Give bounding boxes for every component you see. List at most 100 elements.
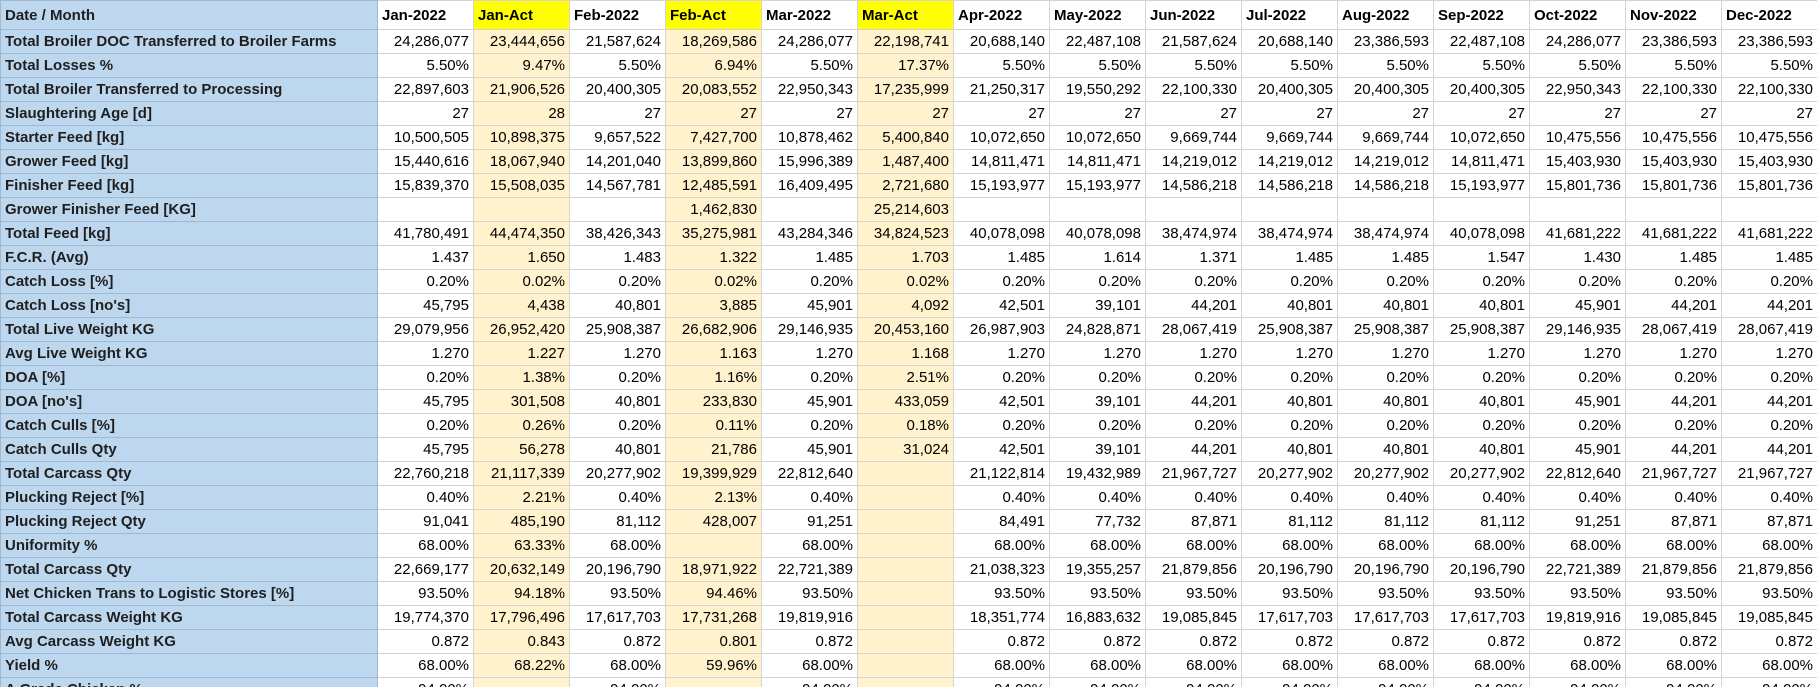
- cell: 21,879,856: [1625, 557, 1722, 582]
- cell: 9,669,744: [1145, 125, 1242, 150]
- cell: 0.20%: [1049, 269, 1146, 294]
- cell: 84,491: [953, 509, 1050, 534]
- cell: 26,952,420: [473, 317, 570, 342]
- cell: 38,474,974: [1145, 221, 1242, 246]
- cell: 15,193,977: [1433, 173, 1530, 198]
- data-row: Total Broiler Transferred to Processing 2…: [0, 77, 1817, 102]
- cell: 5.50%: [761, 53, 858, 78]
- cell: 40,801: [569, 389, 666, 414]
- cell: 40,078,098: [1049, 221, 1146, 246]
- cell: 1,487,400: [857, 149, 954, 174]
- cell: 1.270: [1721, 341, 1817, 366]
- cell: 40,078,098: [1433, 221, 1530, 246]
- cell: 27: [377, 101, 474, 126]
- row-label: Catch Loss [no's]: [0, 293, 378, 318]
- data-row: Total Carcass Weight KG 19,774,370 17,796,…: [0, 605, 1817, 630]
- row-label: DOA [no's]: [0, 389, 378, 414]
- cell: 15,996,389: [761, 149, 858, 174]
- cell: 0.20%: [377, 269, 474, 294]
- cell: 5.50%: [377, 53, 474, 78]
- cell: [665, 533, 762, 558]
- cell: 68.00%: [1529, 653, 1626, 678]
- cell: 0.40%: [1145, 485, 1242, 510]
- cell: 1,462,830: [665, 197, 762, 222]
- cell: 27: [761, 101, 858, 126]
- cell: 93.50%: [1625, 581, 1722, 606]
- cell: 15,193,977: [1049, 173, 1146, 198]
- cell: 40,801: [1433, 389, 1530, 414]
- cell: [473, 677, 570, 687]
- cell: 93.50%: [1145, 581, 1242, 606]
- column-header: Jun-2022: [1145, 0, 1242, 30]
- cell: 0.40%: [1241, 485, 1338, 510]
- cell: 0.20%: [1721, 365, 1817, 390]
- cell: 0.872: [953, 629, 1050, 654]
- cell: 68.00%: [761, 653, 858, 678]
- cell: 14,586,218: [1145, 173, 1242, 198]
- cell: 20,453,160: [857, 317, 954, 342]
- cell: 2.21%: [473, 485, 570, 510]
- cell: 94.00%: [953, 677, 1050, 687]
- cell: 68.00%: [1049, 653, 1146, 678]
- cell: 41,780,491: [377, 221, 474, 246]
- column-header: Aug-2022: [1337, 0, 1434, 30]
- cell: [857, 509, 954, 534]
- cell: 40,801: [1433, 437, 1530, 462]
- cell: 0.18%: [857, 413, 954, 438]
- cell: 17,796,496: [473, 605, 570, 630]
- cell: 0.872: [1625, 629, 1722, 654]
- cell: 1.430: [1529, 245, 1626, 270]
- cell: 20,277,902: [1337, 461, 1434, 486]
- data-row: Total Feed [kg] 41,780,491 44,474,350 38,42…: [0, 221, 1817, 246]
- cell: [857, 557, 954, 582]
- cell: 1.270: [761, 341, 858, 366]
- cell: 27: [1529, 101, 1626, 126]
- cell: 15,193,977: [953, 173, 1050, 198]
- cell: [473, 197, 570, 222]
- cell: 1.485: [1337, 245, 1434, 270]
- row-label: Yield %: [0, 653, 378, 678]
- column-header: Dec-2022: [1721, 0, 1817, 30]
- cell: 20,688,140: [1241, 29, 1338, 54]
- cell: 28,067,419: [1625, 317, 1722, 342]
- cell: 29,079,956: [377, 317, 474, 342]
- cell: 0.20%: [761, 269, 858, 294]
- cell: 1.483: [569, 245, 666, 270]
- row-label: Net Chicken Trans to Logistic Stores [%]: [0, 581, 378, 606]
- cell: 19,819,916: [1529, 605, 1626, 630]
- cell: 0.872: [1529, 629, 1626, 654]
- cell: 20,196,790: [1241, 557, 1338, 582]
- cell: 43,284,346: [761, 221, 858, 246]
- cell: 26,682,906: [665, 317, 762, 342]
- cell: 1.270: [377, 341, 474, 366]
- column-header: Nov-2022: [1625, 0, 1722, 30]
- column-header: Jan-Act: [473, 0, 570, 30]
- cell: 19,085,845: [1145, 605, 1242, 630]
- cell: 5.50%: [953, 53, 1050, 78]
- cell: 68.00%: [1721, 533, 1817, 558]
- cell: 27: [1241, 101, 1338, 126]
- cell: 10,072,650: [1049, 125, 1146, 150]
- cell: 63.33%: [473, 533, 570, 558]
- cell: [665, 677, 762, 687]
- cell: 0.40%: [1721, 485, 1817, 510]
- cell: 28: [473, 101, 570, 126]
- cell: 68.22%: [473, 653, 570, 678]
- cell: 5,400,840: [857, 125, 954, 150]
- cell: 428,007: [665, 509, 762, 534]
- cell: 0.20%: [1145, 365, 1242, 390]
- data-row: Net Chicken Trans to Logistic Stores [%]…: [0, 581, 1817, 606]
- cell: 44,201: [1145, 389, 1242, 414]
- cell: 1.38%: [473, 365, 570, 390]
- cell: 6.94%: [665, 53, 762, 78]
- cell: 0.20%: [1625, 413, 1722, 438]
- cell: 0.20%: [761, 413, 858, 438]
- cell: 24,286,077: [761, 29, 858, 54]
- cell: 1.270: [1529, 341, 1626, 366]
- data-row: Total Broiler DOC Transferred to Broiler…: [0, 29, 1817, 54]
- cell: 19,819,916: [761, 605, 858, 630]
- cell: 1.270: [1049, 341, 1146, 366]
- cell: 27: [1433, 101, 1530, 126]
- cell: 0.20%: [1529, 269, 1626, 294]
